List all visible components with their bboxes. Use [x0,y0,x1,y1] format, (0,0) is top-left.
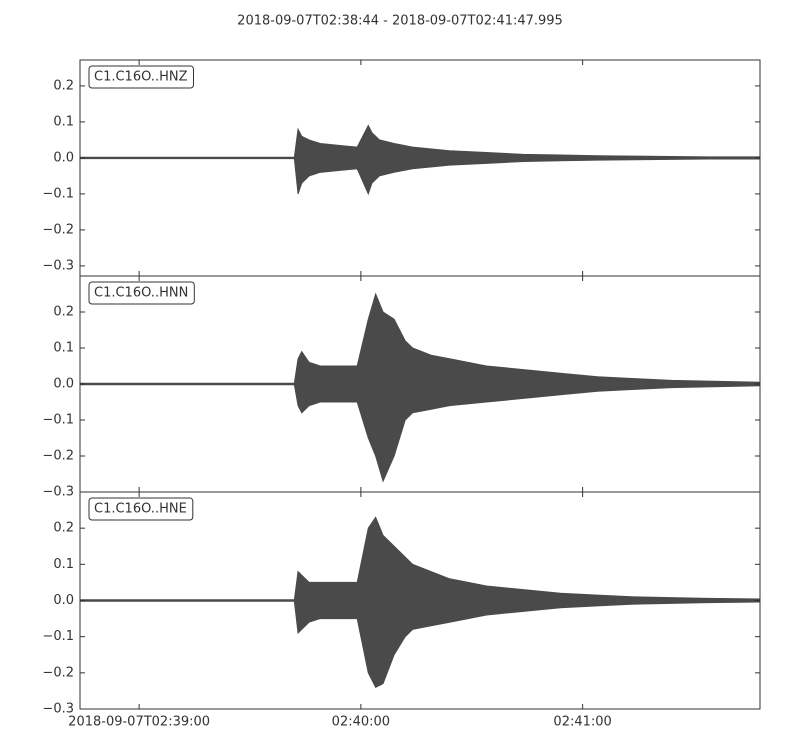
x-tick-label: 02:40:00 [332,715,390,730]
y-tick-label: −0.2 [42,665,74,680]
y-tick-label: 0.0 [53,593,74,608]
waveform-envelope [79,383,761,483]
y-tick-label: −0.1 [42,413,74,428]
trace-label: C1.C16O..HNE [94,502,187,517]
y-tick-label: 0.2 [53,78,74,93]
waveform-envelope [79,516,761,601]
y-tick-label: −0.1 [42,186,74,201]
y-tick-label: 0.1 [53,341,74,356]
trace-label-box [88,65,194,89]
waveform-envelope [79,157,761,196]
y-tick-label: −0.3 [42,485,74,500]
y-tick-label: −0.3 [42,702,74,717]
chart-title: 2018-09-07T02:38:44 - 2018-09-07T02:41:4… [237,14,563,29]
y-tick-label: 0.1 [53,557,74,572]
trace-label-box [88,281,195,305]
y-tick-label: 0.2 [53,305,74,320]
x-tick-label: 02:41:00 [553,715,611,730]
trace-label: C1.C16O..HNN [94,286,188,301]
y-tick-label: −0.2 [42,222,74,237]
trace-label-box [88,497,194,521]
y-tick-label: 0.1 [53,114,74,129]
waveform-envelope [79,124,761,159]
waveform-envelope [79,292,761,385]
y-tick-label: 0.0 [53,377,74,392]
waveform-envelope [79,600,761,688]
y-tick-label: 0.0 [53,150,74,165]
trace-label: C1.C16O..HNZ [94,70,188,85]
y-tick-label: −0.3 [42,258,74,273]
y-tick-label: −0.2 [42,449,74,464]
y-tick-label: 0.2 [53,521,74,536]
x-tick-label: 2018-09-07T02:39:00 [68,715,210,730]
y-tick-label: −0.1 [42,629,74,644]
